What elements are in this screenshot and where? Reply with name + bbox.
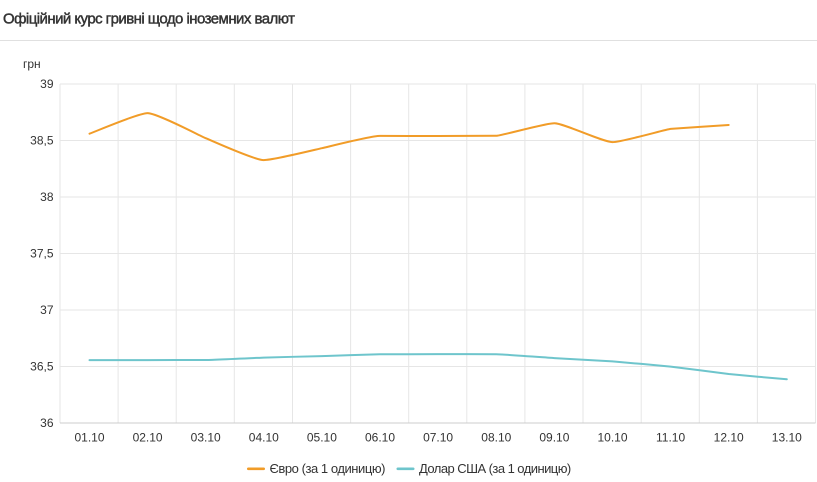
svg-text:37: 37 bbox=[40, 303, 54, 317]
svg-text:Долар США (за 1 одиницю): Долар США (за 1 одиницю) bbox=[419, 461, 571, 476]
svg-text:Євро (за 1 одиницю): Євро (за 1 одиницю) bbox=[270, 461, 386, 476]
svg-text:36: 36 bbox=[40, 416, 54, 430]
svg-text:02.10: 02.10 bbox=[133, 431, 163, 445]
svg-text:04.10: 04.10 bbox=[249, 431, 279, 445]
svg-text:08.10: 08.10 bbox=[481, 431, 511, 445]
svg-text:09.10: 09.10 bbox=[539, 431, 569, 445]
svg-text:03.10: 03.10 bbox=[191, 431, 221, 445]
svg-text:грн: грн bbox=[23, 57, 41, 71]
svg-text:36,5: 36,5 bbox=[30, 360, 54, 374]
svg-text:38,5: 38,5 bbox=[30, 134, 54, 148]
svg-text:05.10: 05.10 bbox=[307, 431, 337, 445]
svg-text:11.10: 11.10 bbox=[656, 431, 685, 445]
svg-text:01.10: 01.10 bbox=[74, 431, 104, 445]
svg-text:Офіційний курс гривні щодо іно: Офіційний курс гривні щодо іноземних вал… bbox=[3, 10, 295, 27]
svg-text:07.10: 07.10 bbox=[423, 431, 453, 445]
svg-text:13.10: 13.10 bbox=[772, 431, 802, 445]
svg-text:38: 38 bbox=[40, 190, 54, 204]
svg-text:39: 39 bbox=[40, 77, 54, 91]
svg-text:37,5: 37,5 bbox=[30, 247, 54, 261]
svg-text:10.10: 10.10 bbox=[597, 431, 627, 445]
svg-text:06.10: 06.10 bbox=[365, 431, 395, 445]
svg-text:12.10: 12.10 bbox=[714, 431, 744, 445]
